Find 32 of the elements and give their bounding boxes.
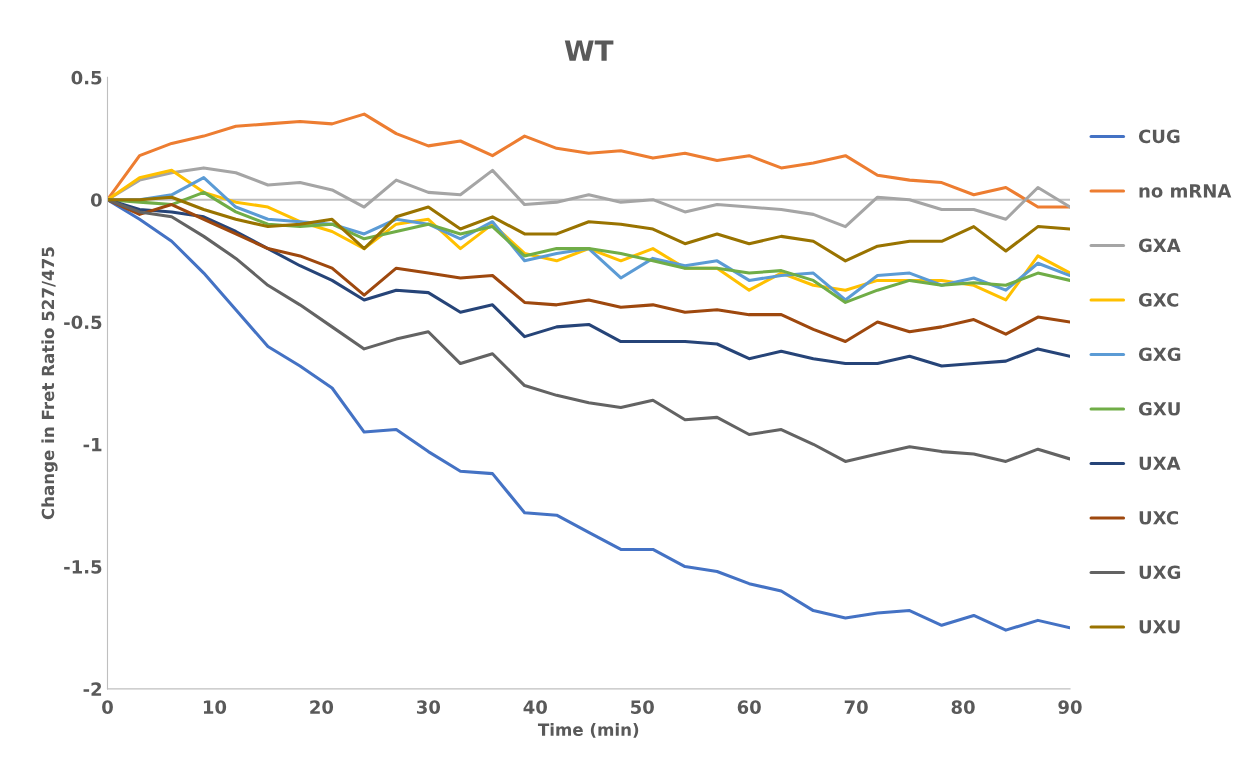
y-tick-label: 0.5 <box>71 70 102 85</box>
legend-label: UXC <box>1139 510 1179 525</box>
legend-label: GXG <box>1138 347 1181 362</box>
legend-label: GXC <box>1138 292 1179 307</box>
line-series <box>107 195 1070 263</box>
x-tick-label: 70 <box>844 700 868 714</box>
legend-label: UXG <box>1139 565 1181 580</box>
x-tick-label: 90 <box>1058 700 1082 714</box>
x-axis-title: Time (min) <box>537 723 639 738</box>
legend-label: GXA <box>1138 238 1181 253</box>
y-tick-label: -1.5 <box>64 560 102 574</box>
x-tick-label: 0 <box>102 700 113 714</box>
y-tick-label: 0 <box>90 193 102 207</box>
legend-label: GXU <box>1138 401 1180 416</box>
y-tick-label: -2 <box>83 682 102 696</box>
legend-label: UXU <box>1139 620 1180 634</box>
x-tick-label: 60 <box>737 700 761 714</box>
y-tick-label: -0.5 <box>64 315 102 330</box>
legend-label: CUG <box>1138 129 1180 144</box>
x-tick-label: 80 <box>951 700 975 714</box>
x-tick-label: 40 <box>523 700 547 714</box>
x-tick-label: 30 <box>416 700 441 714</box>
x-tick-label: 20 <box>310 700 334 714</box>
y-tick-label: -1 <box>83 437 102 452</box>
line-series <box>107 112 1070 209</box>
x-tick-label: 50 <box>631 700 654 714</box>
line-series <box>107 198 1070 463</box>
chart-title: WT <box>564 40 614 61</box>
x-tick-label: 10 <box>203 700 227 714</box>
legend-label: no mRNA <box>1139 184 1232 198</box>
y-axis-title: Change in Fret Ratio 527/475 <box>41 247 58 520</box>
legend-label: UXA <box>1139 456 1181 471</box>
